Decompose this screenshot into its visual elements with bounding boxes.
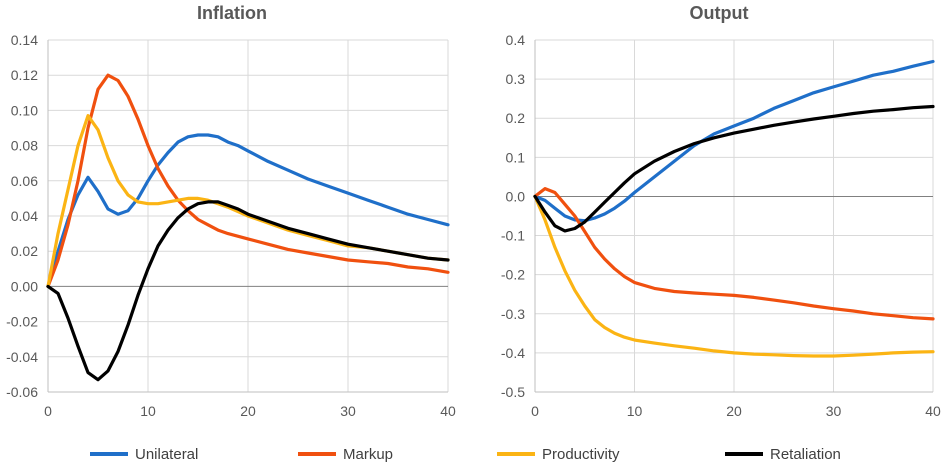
output-y-tick-label: -0.4	[501, 345, 525, 361]
inflation-y-tick-label: -0.06	[6, 384, 38, 400]
inflation-series-retaliation	[46, 200, 450, 382]
output-y-tick-label: 0.1	[506, 149, 526, 165]
inflation-y-tick-label: 0.04	[11, 208, 38, 224]
inflation-y-tick-label: 0.02	[11, 243, 38, 259]
output-x-tick-label: 30	[826, 403, 842, 419]
output-y-tick-label: -0.3	[501, 306, 525, 322]
inflation-y-tick-label: -0.02	[6, 314, 38, 330]
inflation-x-tick-label: 10	[140, 403, 156, 419]
legend-label-markup: Markup	[343, 446, 393, 463]
inflation-x-tick-label: 0	[44, 403, 52, 419]
chart-title-output: Output	[690, 3, 749, 23]
output-series-markup	[533, 187, 935, 321]
output-series-retaliation	[533, 104, 935, 233]
inflation-x-tick-label: 30	[340, 403, 356, 419]
inflation-x-tick-label: 20	[240, 403, 256, 419]
chart-title-inflation: Inflation	[197, 3, 267, 23]
output-y-tick-label: 0.3	[506, 71, 526, 87]
inflation-y-tick-label: 0.06	[11, 173, 38, 189]
inflation-y-tick-label: 0.10	[11, 102, 38, 118]
legend: Unilateral Markup Productivity Retaliation	[90, 446, 841, 463]
inflation-series-unilateral	[46, 133, 450, 288]
output-y-tick-label: 0.0	[506, 188, 526, 204]
output-x-tick-label: 20	[726, 403, 742, 419]
output-x-tick-label: 40	[925, 403, 941, 419]
inflation-y-tick-label: 0.08	[11, 138, 38, 154]
legend-label-productivity: Productivity	[542, 446, 620, 463]
output-y-tick-label: 0.2	[506, 110, 526, 126]
inflation-x-tick-label: 40	[440, 403, 456, 419]
output-x-tick-label: 0	[531, 403, 539, 419]
output-y-tick-label: -0.2	[501, 267, 525, 283]
legend-label-unilateral: Unilateral	[135, 446, 198, 463]
inflation-y-tick-label: 0.12	[11, 67, 38, 83]
output-y-tick-label: -0.5	[501, 384, 525, 400]
output-series-productivity	[533, 194, 935, 358]
legend-label-retaliation: Retaliation	[770, 446, 841, 463]
inflation-y-tick-label: -0.04	[6, 349, 38, 365]
output-y-tick-label: 0.4	[506, 32, 526, 48]
inflation-y-tick-label: 0.00	[11, 278, 38, 294]
inflation-series-markup	[46, 73, 450, 288]
output-x-tick-label: 10	[627, 403, 643, 419]
output-y-tick-label: -0.1	[501, 228, 525, 244]
inflation-y-tick-label: 0.14	[11, 32, 38, 48]
output-plot: 0 10 20 30 40 -0.5 -0.4 -0.3 -0.2 -0.1 0.0 0.1 0.2 0.…	[501, 32, 941, 419]
inflation-plot: 0 10 20 30 40 -0.06 -0.04 -0.02 0.00 0.02 0.04 0.06…	[6, 32, 456, 419]
